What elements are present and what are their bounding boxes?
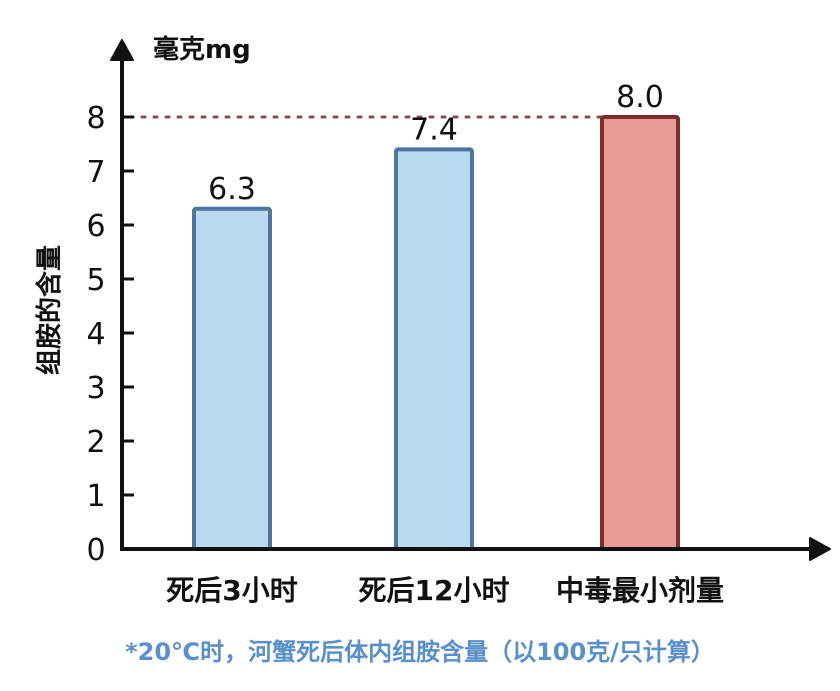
value-label-2: 7.4: [410, 112, 458, 147]
bar-1: [192, 206, 272, 552]
y-axis-title: 组胺的含量: [34, 245, 65, 375]
category-label-3: 中毒最小剂量: [556, 574, 724, 607]
y-tick-label-5: 5: [86, 263, 105, 298]
bar-2: [394, 147, 474, 551]
y-tick-label-1: 1: [86, 479, 105, 514]
bar-3: [600, 115, 680, 551]
y-tick-label-0: 0: [86, 533, 105, 568]
x-axis-arrow-icon: [809, 537, 831, 561]
axes-layer: [110, 39, 831, 561]
y-tick-label-8: 8: [86, 101, 105, 136]
category-label-1: 死后3小时: [166, 574, 297, 607]
y-tick-label-7: 7: [86, 155, 105, 190]
category-label-2: 死后12小时: [359, 574, 510, 607]
y-tick-label-3: 3: [86, 371, 105, 406]
value-label-1: 6.3: [208, 172, 256, 207]
footnote: *20℃时，河蟹死后体内组胺含量（以100克/只计算）: [125, 638, 715, 666]
y-unit-label: 毫克mg: [153, 34, 251, 65]
y-tick-label-2: 2: [86, 425, 105, 460]
labels-layer: 6.3 死后3小时 7.4 死后12小时 8.0 中毒最小剂量 0 1 2 3 4 5 6 7 8: [86, 80, 724, 607]
bars-layer: [128, 115, 680, 552]
value-label-3: 8.0: [616, 80, 664, 115]
y-axis-arrow-icon: [110, 39, 134, 61]
y-tick-label-6: 6: [86, 209, 105, 244]
y-tick-label-4: 4: [86, 317, 105, 352]
